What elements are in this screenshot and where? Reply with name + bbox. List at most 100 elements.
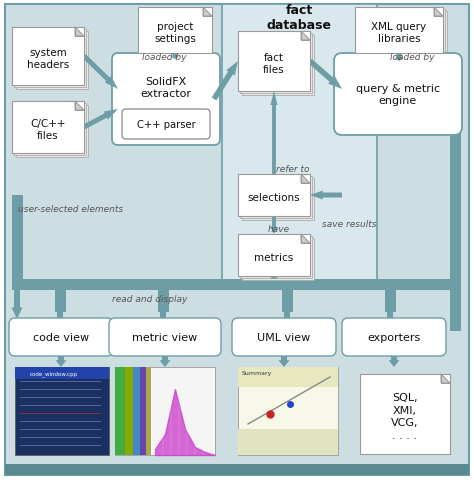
Text: SQL,
XMI,
VCG,
. . . .: SQL, XMI, VCG, . . . .	[391, 393, 419, 440]
Text: read and display: read and display	[112, 295, 188, 304]
FancyBboxPatch shape	[16, 32, 88, 90]
FancyBboxPatch shape	[450, 279, 461, 331]
FancyArrow shape	[269, 276, 279, 279]
FancyBboxPatch shape	[238, 175, 310, 216]
FancyArrow shape	[282, 312, 292, 327]
FancyBboxPatch shape	[138, 8, 212, 54]
FancyArrow shape	[271, 216, 277, 235]
Text: loaded by: loaded by	[142, 52, 186, 61]
FancyBboxPatch shape	[238, 32, 310, 92]
FancyBboxPatch shape	[355, 8, 443, 54]
FancyBboxPatch shape	[122, 110, 210, 140]
Text: user-selected elements: user-selected elements	[18, 205, 123, 214]
Text: metrics: metrics	[255, 252, 293, 263]
FancyBboxPatch shape	[222, 5, 377, 282]
FancyBboxPatch shape	[360, 374, 450, 454]
Text: fact
files: fact files	[263, 53, 285, 75]
FancyArrow shape	[55, 312, 65, 327]
FancyBboxPatch shape	[5, 464, 469, 475]
FancyBboxPatch shape	[146, 367, 151, 455]
Text: loaded by: loaded by	[390, 52, 435, 61]
FancyBboxPatch shape	[334, 54, 462, 136]
FancyArrow shape	[279, 350, 290, 367]
Polygon shape	[441, 374, 450, 383]
Polygon shape	[434, 8, 443, 17]
FancyArrow shape	[310, 191, 342, 200]
FancyBboxPatch shape	[15, 367, 109, 379]
FancyBboxPatch shape	[158, 290, 169, 312]
FancyBboxPatch shape	[238, 235, 310, 276]
Text: code_window.cpp: code_window.cpp	[30, 371, 78, 376]
FancyBboxPatch shape	[125, 367, 133, 455]
Text: UML view: UML view	[257, 332, 310, 342]
FancyArrow shape	[308, 60, 342, 90]
FancyBboxPatch shape	[12, 28, 84, 86]
Polygon shape	[301, 32, 310, 41]
FancyBboxPatch shape	[450, 279, 461, 290]
Text: query & metric
engine: query & metric engine	[356, 84, 440, 106]
FancyBboxPatch shape	[14, 104, 86, 156]
FancyArrow shape	[83, 110, 118, 130]
FancyBboxPatch shape	[12, 102, 84, 154]
FancyBboxPatch shape	[140, 367, 146, 455]
FancyBboxPatch shape	[282, 290, 293, 312]
FancyBboxPatch shape	[14, 30, 86, 88]
FancyBboxPatch shape	[9, 318, 113, 356]
Text: refer to: refer to	[276, 165, 310, 174]
FancyBboxPatch shape	[359, 12, 447, 58]
FancyBboxPatch shape	[238, 367, 338, 455]
Polygon shape	[301, 175, 310, 184]
Text: exporters: exporters	[367, 332, 420, 342]
Text: code view: code view	[33, 332, 89, 342]
Text: Summary: Summary	[242, 371, 273, 376]
FancyBboxPatch shape	[242, 239, 314, 280]
FancyArrow shape	[449, 324, 461, 331]
FancyBboxPatch shape	[15, 367, 109, 455]
FancyArrow shape	[394, 54, 403, 62]
FancyBboxPatch shape	[133, 367, 140, 455]
Text: C/C++
files: C/C++ files	[30, 119, 66, 141]
Text: fact
database: fact database	[266, 4, 331, 32]
FancyBboxPatch shape	[240, 177, 312, 218]
FancyArrow shape	[157, 312, 168, 327]
FancyArrow shape	[82, 55, 118, 90]
FancyBboxPatch shape	[55, 290, 66, 312]
FancyBboxPatch shape	[450, 128, 461, 282]
FancyArrow shape	[384, 312, 395, 327]
FancyArrow shape	[171, 54, 180, 60]
Text: project
settings: project settings	[154, 22, 196, 44]
Polygon shape	[301, 235, 310, 243]
FancyBboxPatch shape	[115, 367, 125, 455]
FancyArrow shape	[11, 290, 22, 319]
FancyBboxPatch shape	[242, 36, 314, 96]
Text: C++ parser: C++ parser	[137, 120, 195, 130]
FancyBboxPatch shape	[115, 367, 215, 455]
FancyBboxPatch shape	[12, 195, 23, 290]
FancyBboxPatch shape	[240, 34, 312, 94]
FancyBboxPatch shape	[238, 367, 338, 387]
Text: selections: selections	[248, 192, 301, 203]
FancyBboxPatch shape	[16, 106, 88, 157]
FancyArrow shape	[212, 62, 238, 101]
FancyBboxPatch shape	[238, 429, 338, 455]
Text: XML query
libraries: XML query libraries	[372, 22, 427, 44]
FancyBboxPatch shape	[342, 318, 446, 356]
FancyArrow shape	[389, 350, 400, 367]
Text: metric view: metric view	[132, 332, 198, 342]
FancyBboxPatch shape	[385, 290, 396, 312]
Text: system
headers: system headers	[27, 48, 69, 70]
FancyArrow shape	[159, 350, 171, 367]
FancyBboxPatch shape	[357, 10, 445, 56]
Text: save results: save results	[322, 220, 376, 229]
FancyBboxPatch shape	[240, 237, 312, 278]
FancyArrow shape	[271, 92, 277, 175]
FancyBboxPatch shape	[5, 5, 469, 475]
Text: have: have	[268, 225, 290, 234]
Polygon shape	[75, 28, 84, 37]
Polygon shape	[75, 102, 84, 111]
FancyBboxPatch shape	[454, 128, 460, 139]
FancyArrow shape	[55, 350, 66, 367]
FancyBboxPatch shape	[232, 318, 336, 356]
FancyBboxPatch shape	[242, 179, 314, 220]
FancyBboxPatch shape	[12, 279, 461, 290]
